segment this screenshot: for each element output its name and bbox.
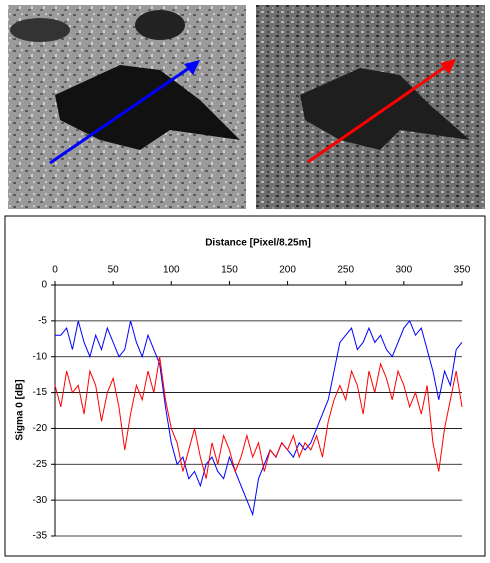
- x-axis-title: Distance [Pixel/8.25m]: [205, 238, 311, 249]
- x-tick-label: 0: [52, 265, 58, 276]
- y-tick-label: -35: [33, 531, 48, 542]
- y-axis-title: Sigma 0 [dB]: [15, 379, 26, 440]
- plot: 0 -5 -10 -15 -20 -25 -30 -35 0 50 100 150 200 250 300 3…: [33, 265, 471, 542]
- right-image: [256, 5, 485, 209]
- y-tick-label: -15: [33, 387, 48, 398]
- x-tick-label: 350: [454, 265, 471, 276]
- y-tick-label: -10: [33, 351, 48, 362]
- x-tick-label: 100: [163, 265, 180, 276]
- series-line: [54, 356, 463, 479]
- y-tick-label: -20: [33, 423, 48, 434]
- y-tick-label: -30: [33, 495, 48, 506]
- x-tick-label: 200: [279, 265, 296, 276]
- y-tick-label: 0: [41, 280, 47, 291]
- x-tick-label: 50: [108, 265, 120, 276]
- y-tick-label: -25: [33, 459, 48, 470]
- x-tick-label: 150: [221, 265, 238, 276]
- x-tick-label: 300: [396, 265, 413, 276]
- y-tick-label: -5: [38, 315, 47, 326]
- left-image: [8, 5, 246, 209]
- series-line: [55, 319, 463, 517]
- chart-frame: [4, 215, 486, 557]
- x-tick-label: 250: [337, 265, 354, 276]
